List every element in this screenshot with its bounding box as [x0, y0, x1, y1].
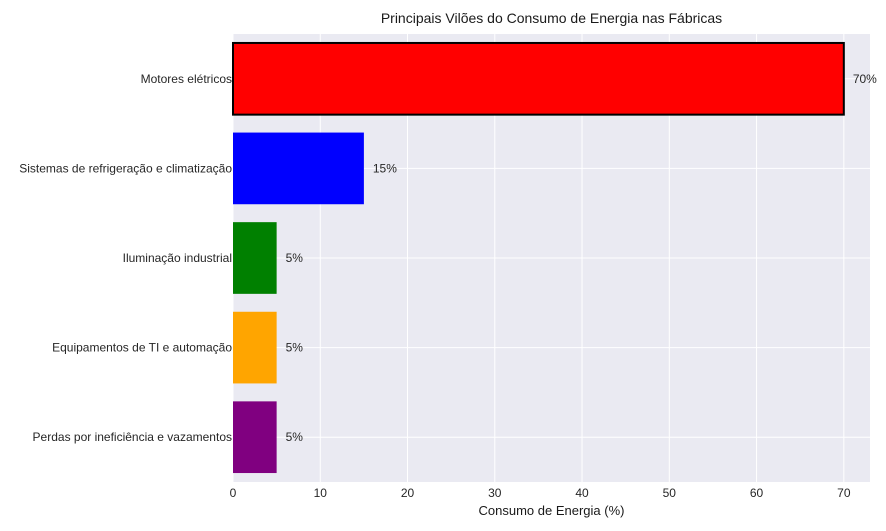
data-label: 5% [286, 251, 304, 265]
chart-title: Principais Vilões do Consumo de Energia … [381, 10, 722, 26]
y-tick-label: Motores elétricos [141, 72, 232, 86]
data-label: 5% [286, 430, 304, 444]
bar [233, 132, 364, 205]
y-tick-label: Perdas por ineficiência e vazamentos [33, 430, 232, 444]
bar [233, 222, 277, 294]
data-label: 70% [853, 72, 877, 86]
x-tick-label: 30 [488, 486, 502, 500]
bars [232, 41, 845, 474]
bar [233, 311, 277, 384]
labels: 0 10 20 30 40 50 60 70 Motores elétricos 70% Siste… [19, 72, 877, 500]
x-tick-label: 60 [750, 486, 764, 500]
x-tick-label: 10 [314, 486, 328, 500]
x-tick-label: 40 [575, 486, 589, 500]
y-tick-label: Equipamentos de TI e automação [52, 341, 232, 355]
y-tick-label: Iluminação industrial [123, 251, 232, 265]
x-axis-title: Consumo de Energia (%) [479, 503, 625, 518]
x-tick-label: 20 [401, 486, 415, 500]
data-label: 5% [286, 341, 304, 355]
y-tick-label: Sistemas de refrigeração e climatização [19, 161, 232, 175]
x-tick-label: 70 [837, 486, 851, 500]
x-tick-label: 50 [663, 486, 677, 500]
data-label: 15% [373, 161, 397, 175]
bar [232, 41, 845, 116]
bar [233, 401, 277, 474]
x-tick-label: 0 [230, 486, 237, 500]
